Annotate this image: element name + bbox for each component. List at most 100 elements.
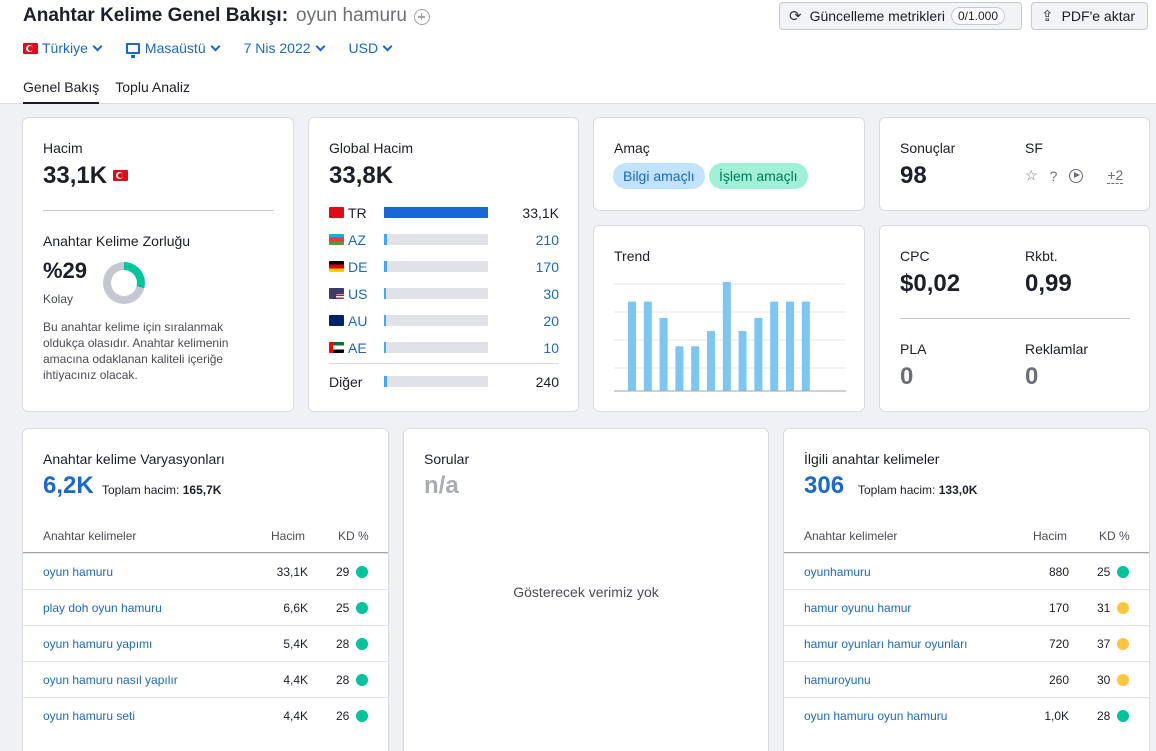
related-keywords-card: İlgili anahtar kelimeler 306 Toplam haci… bbox=[783, 428, 1150, 751]
keyword-link[interactable]: oyun hamuru nasıl yapılır bbox=[43, 673, 178, 687]
keyword-volume: 260 bbox=[1048, 673, 1069, 687]
kd-indicator-dot bbox=[356, 674, 368, 686]
device-filter[interactable]: Masaüstü bbox=[125, 40, 221, 58]
country-row-ae[interactable]: AE 10 bbox=[329, 339, 559, 356]
col-keyword: Anahtar kelimeler bbox=[43, 529, 137, 543]
kd-indicator-dot bbox=[356, 602, 368, 614]
tab-overview[interactable]: Genel Bakış bbox=[23, 79, 100, 104]
azerbaijan-flag-icon bbox=[329, 234, 344, 245]
country-bar-fill bbox=[384, 315, 387, 326]
kd-label: Anahtar Kelime Zorluğu bbox=[43, 233, 191, 249]
table-row: oyun hamuru yapımı 5,4K 28 bbox=[23, 625, 388, 661]
kd-description: Bu anahtar kelime için sıralanmak oldukç… bbox=[43, 320, 229, 382]
keyword-volume: 4,4K bbox=[283, 673, 308, 687]
trend-bar bbox=[754, 317, 763, 391]
total-value: 165,7K bbox=[182, 483, 222, 497]
country-value: 170 bbox=[535, 258, 559, 275]
keyword-kd: 25 bbox=[336, 601, 350, 615]
kd-indicator-dot bbox=[1117, 674, 1129, 686]
competition-value: 0,99 bbox=[1025, 270, 1072, 297]
page-header: Anahtar Kelime Genel Bakışı: oyun hamuru… bbox=[0, 0, 1156, 104]
country-row-au[interactable]: AU 20 bbox=[329, 312, 559, 329]
related-count[interactable]: 306 bbox=[804, 472, 845, 499]
currency-filter-label: USD bbox=[348, 40, 379, 56]
trend-bar bbox=[707, 331, 715, 391]
date-filter-label: 7 Nis 2022 bbox=[243, 40, 311, 56]
keyword-title: oyun hamuru bbox=[296, 5, 407, 26]
variations-title: Anahtar kelime Varyasyonları bbox=[43, 451, 225, 467]
keyword-link[interactable]: oyun hamuru seti bbox=[43, 709, 136, 723]
country-code: US bbox=[348, 285, 368, 302]
country-row-az[interactable]: AZ 210 bbox=[329, 231, 559, 248]
empty-state-message: Gösterecek verimiz yok bbox=[513, 584, 659, 600]
chevron-down-icon bbox=[210, 41, 221, 51]
pla-label: PLA bbox=[900, 341, 927, 357]
date-filter[interactable]: 7 Nis 2022 bbox=[243, 40, 325, 56]
variations-count[interactable]: 6,2K bbox=[43, 472, 94, 499]
keyword-kd: 28 bbox=[336, 637, 350, 651]
table-row: oyun hamuru nasıl yapılır 4,4K 28 bbox=[23, 661, 388, 697]
country-code: TR bbox=[348, 204, 367, 221]
keyword-volume: 4,4K bbox=[283, 709, 308, 723]
col-kd: KD % bbox=[1099, 529, 1130, 543]
intent-tag-transactional: İşlem amaçlı bbox=[709, 163, 808, 189]
country-bar bbox=[384, 234, 488, 245]
country-filter[interactable]: Türkiye bbox=[23, 40, 103, 56]
tab-bar: Genel Bakış Toplu Analiz bbox=[23, 79, 206, 104]
update-metrics-button[interactable]: ⟳ Güncelleme metrikleri 0/1.000 bbox=[779, 2, 1022, 30]
export-pdf-button[interactable]: ⇪ PDF'e aktar bbox=[1031, 2, 1148, 30]
country-row-de[interactable]: DE 170 bbox=[329, 258, 559, 275]
country-row-us[interactable]: US 30 bbox=[329, 285, 559, 302]
keyword-link[interactable]: oyun hamuru yapımı bbox=[43, 637, 153, 651]
sf-label: SF bbox=[1025, 140, 1043, 156]
col-volume: Hacim bbox=[271, 529, 306, 543]
turkey-flag-icon bbox=[329, 207, 344, 218]
turkey-flag-icon bbox=[23, 42, 38, 54]
keyword-link[interactable]: hamuroyunu bbox=[804, 673, 871, 687]
sf-more-link[interactable]: +2 bbox=[1107, 167, 1124, 184]
results-card: Sonuçlar 98 SF ☆ ? +2 bbox=[879, 117, 1150, 211]
page-title: Anahtar Kelime Genel Bakışı: bbox=[23, 5, 289, 26]
country-bar bbox=[384, 315, 488, 326]
country-bar-fill bbox=[384, 234, 388, 245]
turkey-flag-icon bbox=[113, 170, 128, 181]
keyword-volume: 880 bbox=[1048, 565, 1069, 579]
keyword-volume: 720 bbox=[1048, 637, 1069, 651]
keyword-link[interactable]: oyun hamuru oyun hamuru bbox=[804, 709, 948, 723]
question-icon: ? bbox=[1049, 167, 1058, 184]
country-value: 30 bbox=[543, 285, 559, 302]
keyword-volume: 5,4K bbox=[283, 637, 308, 651]
upload-icon: ⇪ bbox=[1041, 8, 1054, 25]
kd-indicator-dot bbox=[1117, 566, 1129, 578]
trend-bar bbox=[659, 317, 668, 391]
currency-filter[interactable]: USD bbox=[348, 40, 393, 56]
keyword-link[interactable]: hamur oyunları hamur oyunları bbox=[804, 637, 968, 651]
table-row: play doh oyun hamuru 6,6K 25 bbox=[23, 589, 388, 625]
keyword-kd: 28 bbox=[1097, 709, 1111, 723]
keyword-link[interactable]: oyun hamuru bbox=[43, 565, 114, 579]
table-row: hamur oyunu hamur 170 31 bbox=[784, 589, 1149, 625]
table-row: hamur oyunları hamur oyunları 720 37 bbox=[784, 625, 1149, 661]
variations-total: Toplam hacim: 165,7K bbox=[102, 483, 221, 497]
trend-bar bbox=[722, 282, 731, 391]
global-volume-card: Global Hacim 33,8K TR 33,1K AZ 210 DE 17… bbox=[308, 117, 579, 412]
chevron-down-icon bbox=[92, 41, 103, 51]
export-pdf-label: PDF'e aktar bbox=[1061, 8, 1136, 24]
germany-flag-icon bbox=[329, 261, 344, 272]
keyword-kd: 28 bbox=[336, 673, 350, 687]
tab-bulk-analysis[interactable]: Toplu Analiz bbox=[115, 79, 190, 95]
keyword-volume: 1,0K bbox=[1044, 709, 1069, 723]
kd-level: Kolay bbox=[43, 292, 74, 306]
country-bar bbox=[384, 261, 488, 272]
keyword-link[interactable]: play doh oyun hamuru bbox=[43, 601, 162, 615]
table-row: oyun hamuru seti 4,4K 26 bbox=[23, 697, 388, 733]
kd-value: %29 bbox=[43, 258, 88, 283]
other-bar-fill bbox=[384, 376, 388, 387]
other-value: 240 bbox=[535, 373, 559, 390]
volume-card: Hacim 33,1K Anahtar Kelime Zorluğu %29 K… bbox=[22, 117, 294, 412]
keyword-link[interactable]: oyunhamuru bbox=[804, 565, 871, 579]
divider bbox=[329, 363, 559, 364]
keyword-link[interactable]: hamur oyunu hamur bbox=[804, 601, 912, 615]
add-keyword-icon[interactable] bbox=[413, 9, 430, 25]
trend-bar bbox=[691, 346, 700, 391]
